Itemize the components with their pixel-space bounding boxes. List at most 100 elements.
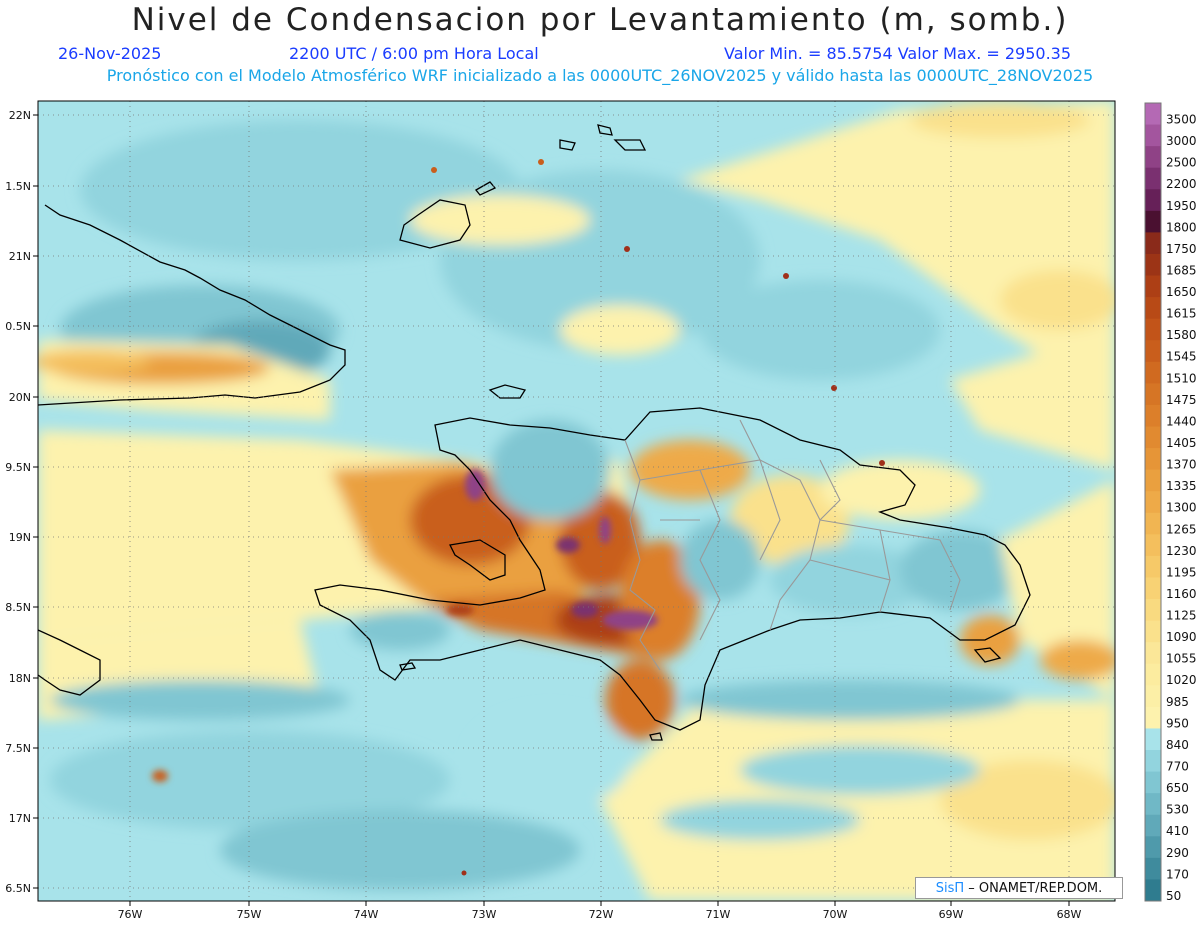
colorbar-label: 1800	[1166, 220, 1197, 234]
colorbar-label: 650	[1166, 781, 1189, 795]
colorbar-swatch	[1145, 469, 1161, 492]
colorbar-label: 950	[1166, 716, 1189, 730]
y-tick-label: 21N	[9, 250, 31, 263]
colorbar-swatch	[1145, 836, 1161, 859]
colorbar-label: 1020	[1166, 673, 1197, 687]
colorbar-swatch	[1145, 577, 1161, 600]
x-tick-label: 68W	[1057, 908, 1082, 921]
colorbar-swatch	[1145, 404, 1161, 428]
graticule	[38, 101, 1115, 901]
y-tick-label: 18N	[9, 672, 31, 685]
colorbar-swatch	[1145, 167, 1161, 190]
colorbar-swatch	[1145, 555, 1161, 578]
colorbar-swatch	[1145, 210, 1161, 233]
colorbar-swatch	[1145, 642, 1161, 665]
colorbar-label: 840	[1166, 738, 1189, 752]
y-tick-label: 9.5N	[5, 461, 31, 474]
colorbar-label: 1475	[1166, 393, 1197, 407]
colorbar-label: 410	[1166, 824, 1189, 838]
colorbar-label: 1440	[1166, 414, 1197, 428]
x-tick-label: 73W	[472, 908, 497, 921]
colorbar-swatch	[1145, 750, 1161, 773]
y-tick-label: 17N	[9, 812, 31, 825]
y-tick-label: 0.5N	[5, 320, 31, 333]
y-tick-label: 22N	[9, 109, 31, 122]
y-tick-label: 6.5N	[5, 882, 31, 895]
x-tick-label: 69W	[939, 908, 964, 921]
colorbar-swatch	[1145, 340, 1161, 363]
shaded-field	[38, 101, 1115, 901]
colorbar-swatch	[1145, 103, 1161, 126]
colorbar-swatch	[1145, 512, 1161, 535]
colorbar-swatch	[1145, 620, 1161, 643]
colorbar-swatch	[1145, 448, 1161, 471]
x-tick-label: 72W	[589, 908, 614, 921]
colorbar-swatch	[1145, 491, 1161, 514]
colorbar-label: 1370	[1166, 458, 1197, 472]
sis-logo-text: SisΠ	[935, 881, 965, 896]
colorbar-swatch	[1145, 814, 1161, 837]
colorbar-label: 530	[1166, 803, 1189, 817]
y-axis: 22N 1.5N 21N 0.5N 20N 9.5N 19N 8.5N 18N 7.5N 17N 6.…	[5, 109, 38, 895]
colorbar-label: 1580	[1166, 328, 1197, 342]
colorbar-label: 2500	[1166, 156, 1197, 170]
colorbar-label: 1510	[1166, 371, 1197, 385]
colorbar-swatch	[1145, 383, 1161, 406]
x-tick-label: 70W	[823, 908, 848, 921]
colorbar-swatch	[1145, 879, 1161, 902]
colorbar-swatch	[1145, 728, 1161, 751]
map-title: Nivel de Condensacion por Levantamiento …	[131, 2, 1069, 38]
colorbar-swatch	[1145, 124, 1161, 147]
colorbar-swatch	[1145, 534, 1161, 557]
colorbar-swatch	[1145, 189, 1161, 212]
forecast-info: Pronóstico con el Modelo Atmosférico WRF…	[106, 66, 1094, 85]
colorbar-label: 1055	[1166, 652, 1197, 666]
colorbar: 3500 3000 2500 2200 1950 1800 1750 1685 1650 1615…	[1144, 102, 1197, 903]
colorbar-swatch	[1145, 599, 1161, 622]
colorbar-swatch	[1145, 771, 1161, 794]
colorbar-label: 1950	[1166, 199, 1197, 213]
colorbar-label: 3000	[1166, 134, 1197, 148]
y-tick-label: 1.5N	[5, 180, 31, 193]
colorbar-label: 1125	[1166, 609, 1197, 623]
valid-time: 2200 UTC / 6:00 pm Hora Local	[289, 44, 539, 63]
colorbar-swatch	[1145, 232, 1161, 255]
colorbar-label: 1335	[1166, 479, 1197, 493]
y-tick-label: 7.5N	[5, 742, 31, 755]
credit-text: – ONAMET/REP.DOM.	[964, 881, 1103, 896]
colorbar-swatch	[1145, 253, 1161, 277]
x-tick-label: 71W	[706, 908, 731, 921]
colorbar-label: 1160	[1166, 587, 1197, 601]
credit-box: SisΠ – ONAMET/REP.DOM.	[915, 877, 1123, 899]
x-tick-label: 75W	[237, 908, 262, 921]
valid-date: 26-Nov-2025	[58, 44, 162, 63]
colorbar-swatch	[1145, 793, 1161, 816]
colorbar-swatch	[1145, 685, 1161, 708]
colorbar-label: 1195	[1166, 565, 1197, 579]
colorbar-label: 1405	[1166, 436, 1197, 450]
colorbar-label: 3500	[1166, 112, 1197, 126]
colorbar-label: 1090	[1166, 630, 1197, 644]
colorbar-label: 985	[1166, 695, 1189, 709]
colorbar-label: 770	[1166, 760, 1189, 774]
x-tick-label: 76W	[118, 908, 143, 921]
colorbar-frame	[1144, 102, 1162, 902]
colorbar-swatch	[1145, 275, 1161, 298]
coastlines	[37, 124, 1031, 741]
colorbar-label: 290	[1166, 846, 1189, 860]
colorbar-label: 1265	[1166, 522, 1197, 536]
colorbar-label: 1750	[1166, 242, 1197, 256]
province-borders	[624, 419, 961, 671]
colorbar-swatch	[1145, 146, 1161, 169]
colorbar-label: 2200	[1166, 177, 1197, 191]
x-tick-label: 74W	[354, 908, 379, 921]
colorbar-label: 170	[1166, 867, 1189, 881]
colorbar-swatch	[1145, 706, 1161, 729]
y-tick-label: 8.5N	[5, 601, 31, 614]
colorbar-swatch	[1145, 318, 1161, 341]
min-max-values: Valor Min. = 85.5754 Valor Max. = 2950.3…	[724, 44, 1072, 63]
colorbar-swatch	[1145, 297, 1161, 320]
colorbar-label: 1545	[1166, 350, 1197, 364]
colorbar-label: 1650	[1166, 285, 1197, 299]
